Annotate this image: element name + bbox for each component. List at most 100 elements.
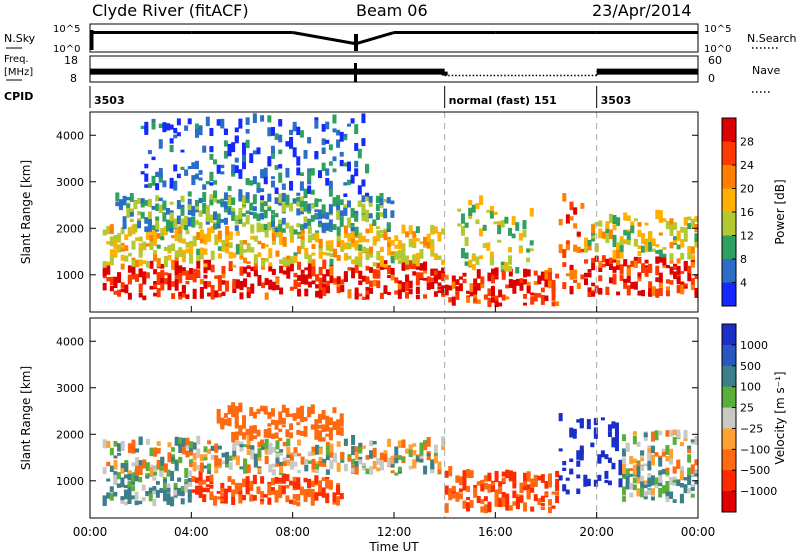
data-cell — [325, 139, 330, 144]
data-cell — [369, 280, 374, 288]
data-cell — [650, 445, 655, 454]
data-cell — [109, 236, 114, 247]
data-cell — [540, 495, 545, 502]
data-cell — [540, 502, 545, 507]
data-cell — [281, 417, 286, 423]
data-cell — [227, 417, 232, 426]
data-cell — [311, 252, 316, 256]
data-cell — [289, 480, 294, 486]
beam-title: Beam 06 — [356, 1, 428, 20]
data-cell — [490, 274, 495, 284]
data-cell — [225, 286, 230, 292]
data-cell — [163, 246, 168, 252]
data-cell — [533, 281, 538, 285]
data-cell — [194, 200, 199, 207]
data-cell — [354, 466, 359, 475]
data-cell — [176, 118, 181, 126]
data-cell — [138, 248, 143, 258]
data-cell — [310, 404, 315, 415]
data-cell — [515, 278, 520, 285]
data-cell — [267, 481, 272, 486]
data-cell — [354, 213, 359, 222]
data-cell — [268, 262, 273, 267]
data-cell — [292, 500, 297, 505]
data-cell — [565, 273, 570, 277]
data-cell — [383, 263, 388, 268]
freq-label-1: Freq. — [4, 54, 29, 65]
data-cell — [619, 245, 624, 253]
data-cell — [263, 494, 268, 498]
data-cell — [672, 479, 677, 483]
data-cell — [687, 467, 692, 477]
data-cell — [694, 287, 699, 298]
time-tick-label: 00:00 — [73, 525, 108, 539]
data-cell — [256, 487, 261, 495]
data-cell — [124, 234, 129, 241]
data-cell — [151, 205, 156, 210]
data-cell — [430, 248, 435, 257]
colorbar-frame — [721, 323, 737, 513]
data-cell — [329, 450, 334, 458]
data-cell — [203, 454, 208, 460]
data-cell — [249, 494, 254, 502]
data-cell — [518, 247, 523, 254]
data-cell — [138, 500, 143, 505]
data-cell — [300, 239, 305, 250]
data-cell — [106, 478, 111, 482]
data-cell — [321, 123, 326, 132]
data-cell — [562, 484, 567, 492]
data-cell — [278, 164, 283, 169]
data-cell — [160, 275, 165, 284]
data-cell — [600, 417, 605, 421]
time-tick-label: 16:00 — [478, 525, 513, 539]
data-cell — [314, 214, 319, 219]
colorbar-segment — [722, 386, 736, 409]
data-cell — [540, 287, 545, 293]
data-cell — [494, 267, 499, 277]
data-cell — [285, 407, 290, 415]
data-cell — [626, 239, 631, 246]
data-cell — [156, 448, 161, 454]
data-cell — [433, 226, 438, 234]
data-cell — [270, 176, 275, 180]
data-cell — [460, 254, 465, 259]
data-cell — [191, 217, 196, 228]
data-cell — [131, 485, 136, 492]
data-cell — [205, 213, 210, 222]
data-cell — [275, 453, 280, 458]
data-cell — [441, 259, 446, 265]
data-cell — [138, 292, 143, 298]
data-cell — [676, 429, 681, 439]
data-cell — [647, 477, 652, 487]
data-cell — [189, 251, 194, 262]
data-cell — [217, 246, 222, 251]
data-cell — [437, 231, 442, 242]
data-cell — [127, 229, 132, 235]
data-cell — [238, 193, 243, 197]
data-cell — [223, 418, 228, 426]
data-cell — [106, 265, 111, 275]
data-cell — [289, 423, 294, 431]
data-cell — [250, 266, 255, 272]
data-cell — [252, 411, 257, 419]
data-cell — [117, 244, 122, 253]
data-cell — [281, 186, 286, 190]
data-cell — [260, 200, 265, 205]
data-cell — [181, 292, 186, 298]
data-cell — [523, 302, 528, 306]
data-cell — [135, 273, 140, 282]
data-cell — [466, 502, 471, 512]
data-cell — [227, 143, 232, 152]
colorbar-segment — [722, 188, 736, 213]
data-cell — [207, 259, 212, 269]
data-cell — [203, 233, 208, 242]
data-cell — [207, 440, 212, 445]
data-cell — [311, 260, 316, 267]
data-cell — [654, 452, 659, 457]
data-cell — [526, 248, 531, 253]
data-cell — [296, 483, 301, 490]
data-cell — [293, 252, 298, 256]
noise-dropout — [354, 34, 358, 51]
data-cell — [245, 428, 250, 436]
range-tick-label: 4000 — [56, 129, 84, 142]
